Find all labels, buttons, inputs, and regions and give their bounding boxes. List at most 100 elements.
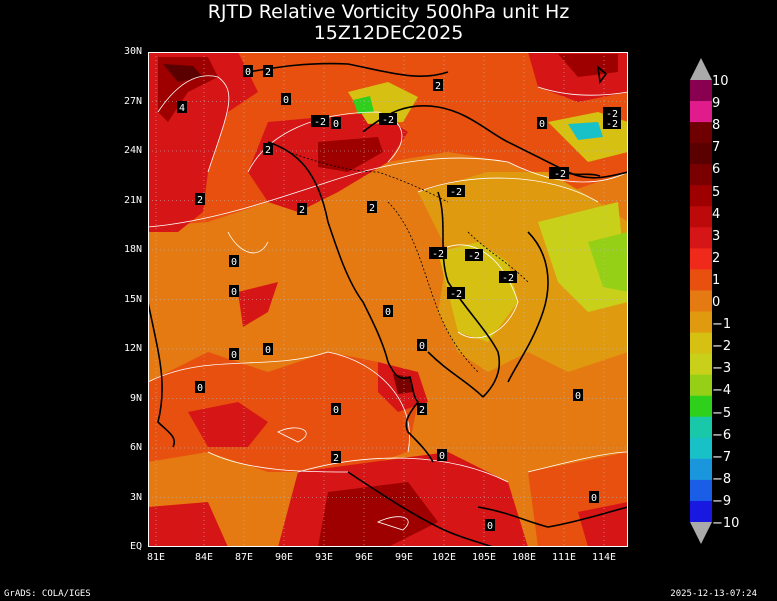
contour-label: 0	[333, 119, 339, 130]
lon-label: 105E	[471, 552, 497, 563]
contour-label: -2	[450, 289, 462, 300]
field-se-core	[578, 502, 628, 547]
lon-label: 114E	[591, 552, 617, 563]
colorbar-cell	[690, 227, 712, 249]
contour-label: 2	[419, 405, 425, 416]
colorbar-cell	[690, 248, 712, 270]
colorbar-cell	[690, 500, 712, 523]
contour-label: -2	[554, 169, 566, 180]
lat-label: 24N	[123, 145, 142, 156]
vorticity-map: 0 2 4 -2 0 -2 -2 2 0 2 0 -2 2 -2 -2 -2 2…	[148, 52, 628, 547]
map-frame	[148, 52, 628, 547]
contour-value-labels: 0 2 4 -2 0 -2 -2 2 0 2 0 -2 2 -2 -2 -2 2…	[177, 65, 621, 532]
contour-label: 0	[419, 341, 425, 352]
lon-label: 84E	[194, 552, 214, 563]
lon-label: 96E	[354, 552, 374, 563]
field-bay-positive	[238, 282, 278, 327]
colorbar-cell	[690, 374, 712, 397]
contour-label: 0	[231, 287, 237, 298]
colorbar-cell	[690, 353, 712, 376]
contour-label: 0	[333, 405, 339, 416]
colorbar-label: −2	[712, 339, 732, 355]
contour-label: 0	[575, 391, 581, 402]
grads-credit: GrADS: COLA/IGES	[4, 589, 91, 599]
contour-label: 0	[487, 521, 493, 532]
contour-label: -2	[468, 251, 480, 262]
field-andaman-core	[393, 374, 413, 394]
colorbar-cell	[690, 437, 712, 460]
colorbar-label: −1	[712, 317, 732, 333]
colorbar-label: 5	[712, 184, 721, 200]
lat-label: 18N	[123, 244, 142, 255]
colorbar-label: −10	[712, 516, 740, 531]
contour-label: 2	[333, 453, 339, 464]
colorbar-cell	[690, 206, 712, 228]
lat-label: EQ	[129, 541, 142, 552]
contour-label: 2	[265, 145, 271, 156]
contour-label: 0	[197, 383, 203, 394]
colorbar-label: 0	[712, 295, 721, 310]
map-subtitle: 15Z12DEC2025	[313, 22, 464, 44]
colorbar-label: 4	[712, 206, 721, 222]
grid-lines	[148, 52, 628, 547]
colorbar-cell	[690, 458, 712, 481]
contour-label: 0	[539, 119, 545, 130]
lat-label: 3N	[129, 492, 142, 503]
colorbar-label: −4	[712, 383, 732, 399]
contour-label: 2	[197, 195, 203, 206]
lon-label: 102E	[431, 552, 457, 563]
lon-label: 90E	[274, 552, 294, 563]
lon-label: 81E	[146, 552, 166, 563]
contour-label: 0	[245, 67, 251, 78]
lat-label: 12N	[123, 343, 142, 354]
contour-label: 2	[299, 205, 305, 216]
colorbar-cell	[690, 143, 712, 165]
colorbar-cell	[690, 101, 712, 123]
colorbar-label: −7	[712, 449, 732, 465]
colorbar-label: 3	[712, 228, 721, 244]
lat-label: 6N	[129, 442, 142, 453]
colorbar-label: −8	[712, 471, 732, 487]
colorbar-label: −5	[712, 405, 732, 421]
colorbar-label: −3	[712, 361, 732, 377]
contour-label: -2	[432, 249, 444, 260]
colorbar-cell	[690, 80, 712, 102]
colorbar	[690, 58, 712, 544]
colorbar-cell	[690, 185, 712, 207]
timestamp: 2025-12-13-07:24	[670, 589, 757, 599]
colorbar-cell	[690, 290, 712, 313]
colorbar-label: 7	[712, 140, 721, 156]
field-tibet-core	[353, 96, 374, 114]
colorbar-cell	[690, 416, 712, 439]
contour-label: 0	[231, 257, 237, 268]
field-sw-positive	[188, 402, 268, 447]
colorbar-label: 9	[712, 96, 721, 112]
map-title: RJTD Relative Vorticity 500hPa unit Hz	[207, 1, 570, 23]
colorbar-label: −6	[712, 427, 732, 443]
colorbar-label: 10	[712, 74, 729, 89]
field-himalaya-core	[318, 137, 383, 172]
colorbar-top-arrow	[690, 58, 712, 80]
contour-label: 4	[179, 103, 185, 114]
contour-label: 0	[231, 350, 237, 361]
contour-label: -2	[502, 273, 514, 284]
lon-label: 111E	[551, 552, 577, 563]
field-ne-core	[568, 122, 603, 140]
colorbar-label: −9	[712, 493, 732, 509]
contour-label: 0	[283, 95, 289, 106]
contour-label: -2	[314, 117, 326, 128]
colorbar-label: 8	[712, 118, 721, 134]
colorbar-cell	[690, 479, 712, 502]
contour-label: 2	[369, 203, 375, 214]
coastlines	[148, 62, 628, 547]
contour-label: 0	[265, 345, 271, 356]
colorbar-label: 6	[712, 162, 721, 178]
colorbar-bottom-arrow	[690, 522, 712, 544]
field-scs-core	[588, 232, 628, 292]
contour-label: -2	[606, 109, 618, 120]
lat-label: 15N	[123, 294, 142, 305]
colorbar-label: 2	[712, 250, 721, 266]
borders	[287, 151, 529, 373]
contour-label: 0	[385, 307, 391, 318]
colorbar-cell	[690, 122, 712, 144]
